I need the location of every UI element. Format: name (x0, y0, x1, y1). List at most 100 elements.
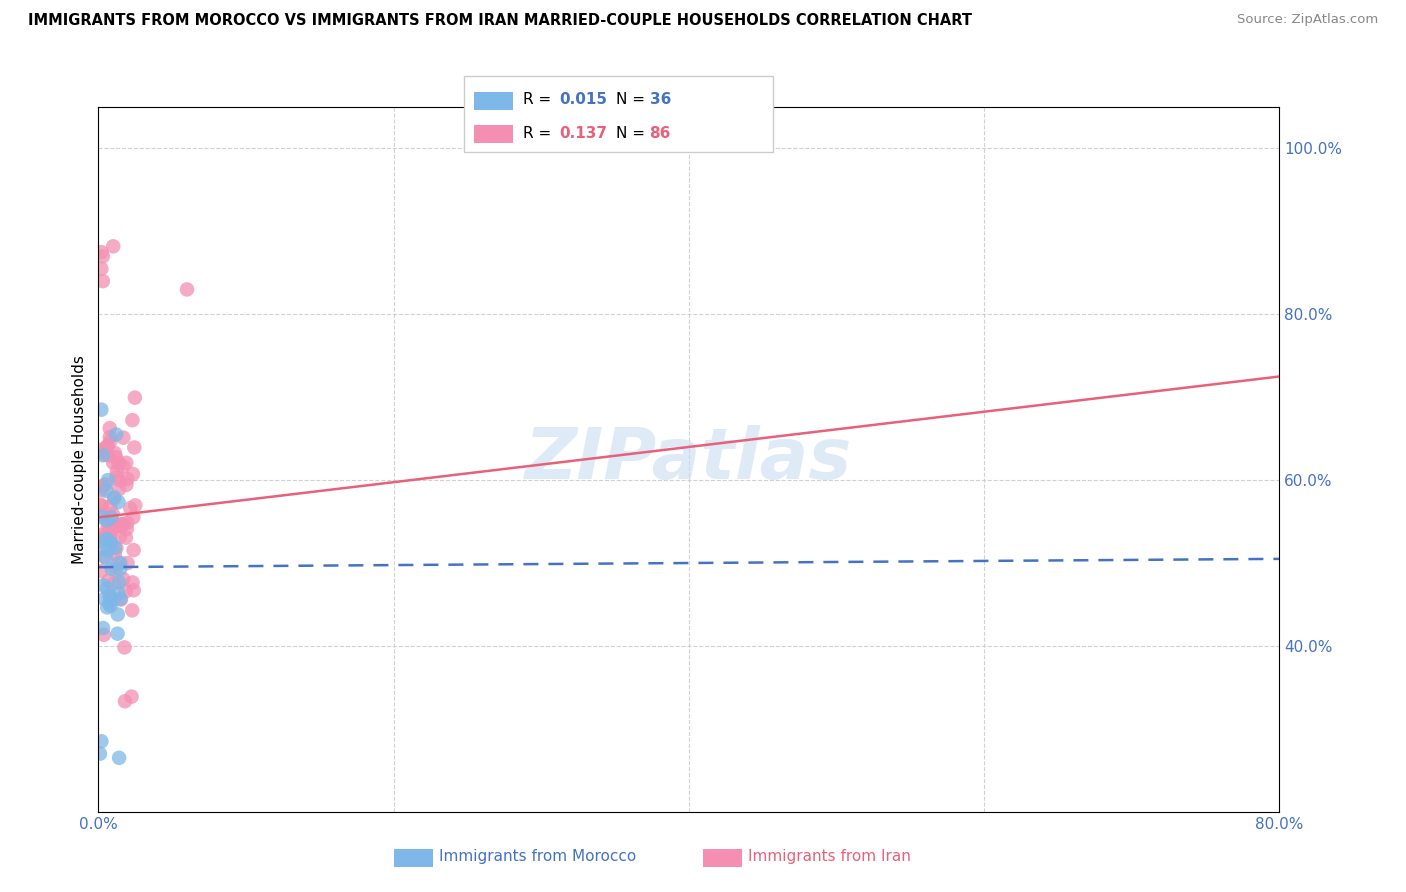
Point (89, 442, 111, 457)
Point (93, 628, 115, 642)
Text: Immigrants from Iran: Immigrants from Iran (748, 849, 911, 864)
Point (103, 490, 125, 504)
Point (112, 431, 135, 445)
Point (90, 508, 112, 522)
Point (114, 640, 136, 655)
Point (121, 690, 143, 704)
Point (121, 575, 143, 590)
Point (90, 734, 112, 748)
Point (115, 478, 138, 492)
Point (90, 402, 112, 417)
Point (98, 531, 121, 545)
Point (97, 543, 120, 558)
Point (100, 599, 122, 613)
Point (91, 499, 114, 513)
Point (90, 534, 112, 549)
Point (115, 522, 138, 536)
Text: R =: R = (523, 92, 557, 107)
Point (115, 531, 138, 545)
Point (107, 556, 129, 570)
Point (104, 562, 127, 576)
Point (122, 510, 145, 524)
Point (97, 574, 120, 588)
Point (120, 501, 142, 516)
Text: 36: 36 (650, 92, 671, 107)
Point (105, 519, 128, 533)
Point (91, 274, 114, 288)
Point (90, 498, 112, 512)
Point (107, 607, 129, 622)
Text: N =: N = (616, 92, 650, 107)
Point (91, 479, 114, 493)
Point (104, 446, 127, 460)
Point (112, 459, 135, 474)
Text: R =: R = (523, 126, 557, 141)
Point (96, 483, 118, 498)
Point (111, 517, 134, 532)
Y-axis label: Married-couple Households: Married-couple Households (72, 355, 87, 564)
Point (101, 507, 124, 521)
Text: 0.137: 0.137 (560, 126, 607, 141)
Point (104, 541, 127, 555)
Point (105, 470, 128, 484)
Point (96, 439, 118, 453)
Point (90, 245, 112, 260)
Point (93, 578, 115, 592)
Point (115, 456, 138, 470)
Point (91, 448, 114, 462)
Point (98, 589, 121, 603)
Point (90, 483, 112, 498)
Point (98, 597, 121, 611)
Point (90, 509, 112, 524)
Point (91, 621, 114, 635)
Point (94, 477, 117, 491)
Point (124, 499, 146, 513)
Point (94, 551, 117, 566)
Point (96, 439, 118, 453)
Point (110, 518, 132, 533)
Point (103, 239, 125, 253)
Point (100, 517, 122, 532)
Point (93, 549, 115, 564)
Point (98, 533, 121, 547)
Point (112, 572, 135, 586)
Point (107, 495, 129, 509)
Point (124, 391, 146, 405)
Point (97, 448, 120, 462)
Point (111, 517, 134, 532)
Point (91, 249, 114, 263)
Text: 86: 86 (650, 126, 671, 141)
Point (107, 456, 129, 470)
Text: 0.015: 0.015 (560, 92, 607, 107)
Point (122, 467, 145, 481)
Point (110, 562, 132, 576)
Point (96, 532, 118, 546)
Point (103, 576, 125, 591)
Point (100, 510, 122, 524)
Point (96, 533, 118, 547)
Point (107, 586, 129, 600)
Point (97, 473, 120, 487)
Point (104, 450, 127, 464)
Point (107, 626, 129, 640)
Point (114, 584, 136, 599)
Point (96, 582, 118, 596)
Point (98, 430, 121, 444)
Point (93, 591, 115, 606)
Point (108, 473, 131, 487)
Point (105, 541, 128, 555)
Point (105, 464, 128, 478)
Point (121, 603, 143, 617)
Point (108, 529, 131, 543)
Point (104, 547, 127, 561)
Point (108, 751, 131, 765)
Text: Source: ZipAtlas.com: Source: ZipAtlas.com (1237, 13, 1378, 27)
Point (104, 519, 127, 533)
Point (122, 583, 145, 598)
Point (98, 500, 121, 514)
Point (94, 448, 117, 462)
Point (111, 519, 134, 533)
Point (100, 525, 122, 540)
Point (90, 528, 112, 542)
Point (110, 556, 132, 570)
